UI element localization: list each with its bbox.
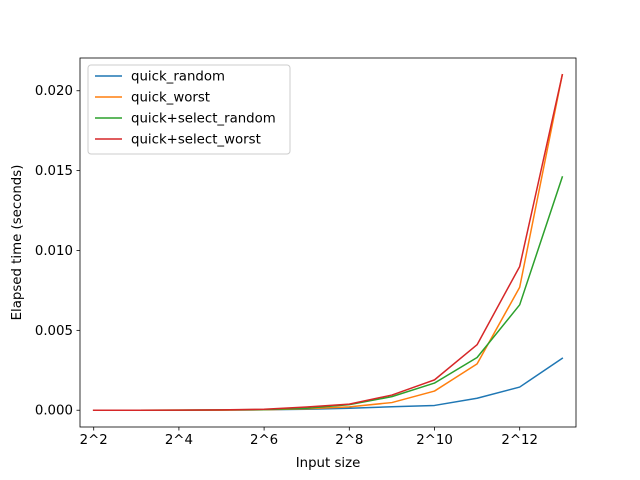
y-tick-label: 0.015 [35,164,73,179]
legend-label: quick_worst [131,91,210,106]
x-tick-label: 2^8 [335,433,363,448]
x-tick-label: 2^4 [165,433,193,448]
x-tick-label: 2^12 [501,433,538,448]
legend-label: quick_random [131,70,225,85]
series-line-quick+select_worst [92,73,564,411]
x-tick-label: 2^10 [416,433,453,448]
legend-label: quick+select_worst [131,133,261,148]
y-axis-ticks: 0.000 0.005 0.010 0.015 0.020 [35,84,80,419]
y-tick-label: 0.020 [35,84,73,99]
y-axis-label: Elapsed time (seconds) [10,165,25,321]
y-tick-label: 0.010 [35,244,73,259]
axes-frame [79,57,577,428]
x-axis-label: Input size [296,456,361,471]
legend-box [87,64,291,155]
x-tick-label: 2^2 [80,433,108,448]
x-axis-ticks: 2^2 2^4 2^6 2^8 2^10 2^12 [80,427,538,448]
legend: quick_random quick_worst quick+select_rand… [87,64,291,155]
legend-label: quick+select_random [131,112,276,127]
y-tick-label: 0.000 [35,404,73,419]
y-tick-label: 0.005 [35,324,73,339]
x-tick-label: 2^6 [250,433,278,448]
plot-lines [92,73,564,411]
